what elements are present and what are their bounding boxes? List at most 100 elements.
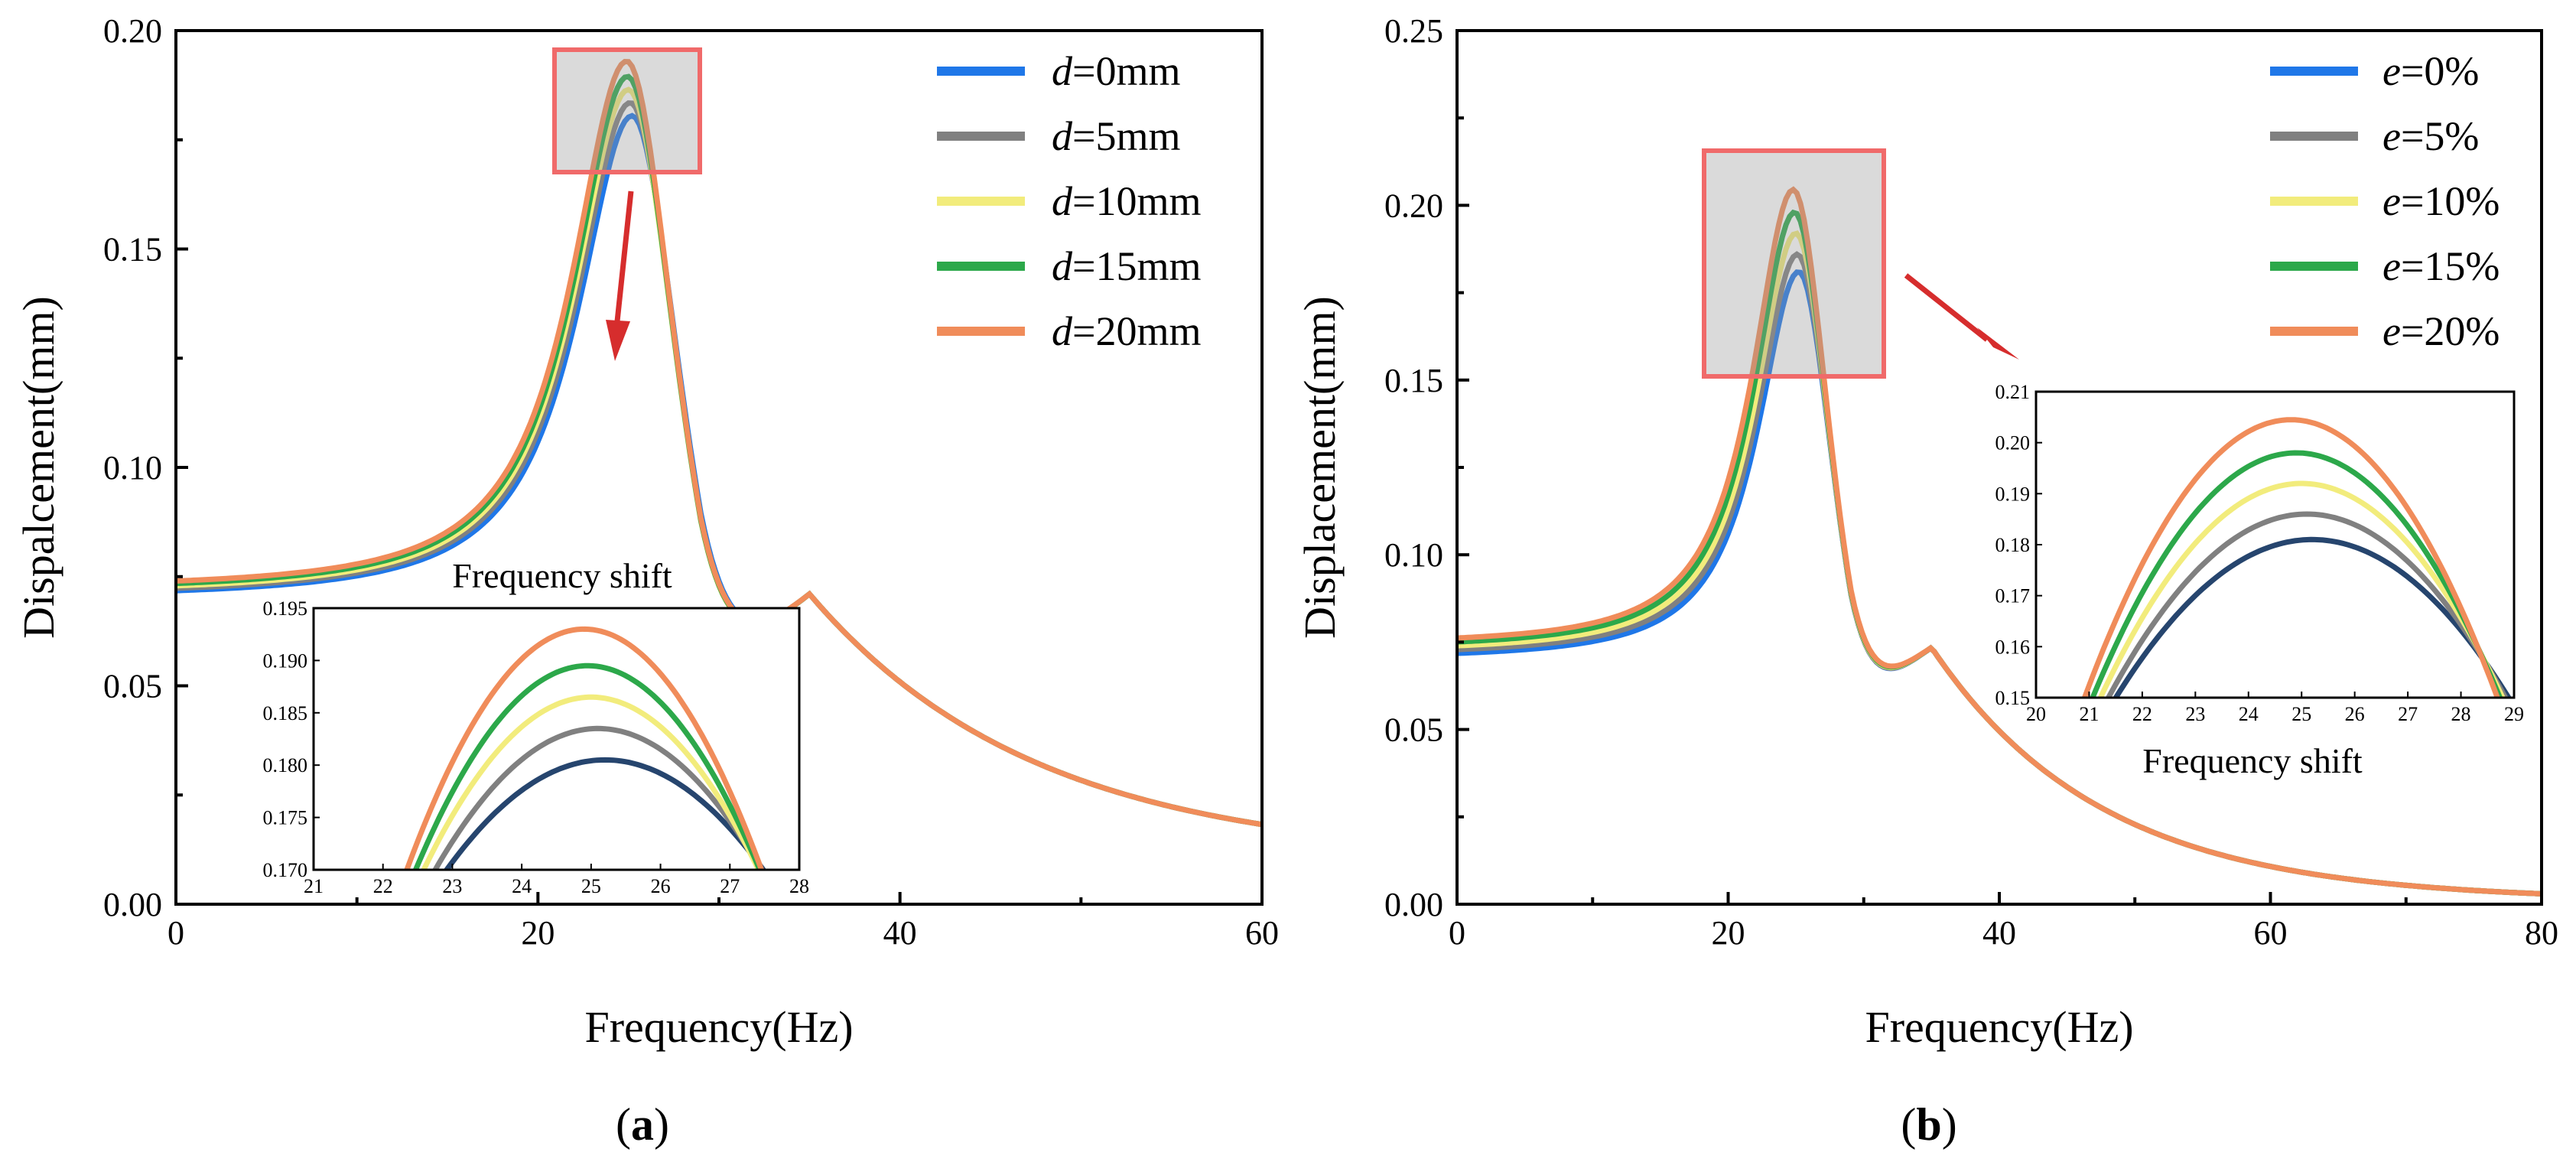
inset-series-line-e-20- xyxy=(2081,417,2500,698)
legend-label: d=15mm xyxy=(1052,243,1201,289)
inset-x-tick-label: 24 xyxy=(2239,703,2259,725)
series-line-d-20mm xyxy=(175,58,1263,828)
legend-entry: d=15mm xyxy=(937,243,1201,289)
panel-a-inset-curves xyxy=(404,626,767,870)
panel-b-inset-ticks: 20 21 22 23 24 25 26 27 28 29 0.15 0.16 0.17 0.18 0.19… xyxy=(1995,381,2525,725)
panel-a-label: (a) xyxy=(616,1099,669,1150)
legend-value: =15% xyxy=(2401,243,2500,289)
legend-value: =15mm xyxy=(1072,243,1201,289)
x-tick-label: 60 xyxy=(1245,914,1279,952)
inset-y-tick-label: 0.15 xyxy=(1995,687,2031,709)
panel-b-x-ticks: 0 20 40 60 80 xyxy=(1449,892,2558,952)
inset-series-line-d-15mm xyxy=(412,662,763,870)
panel-b-zoom-box xyxy=(1702,148,1886,379)
legend-entry: e=20% xyxy=(2270,308,2500,354)
panel-a-inset-title: Frequency shift xyxy=(452,556,672,595)
legend-label: e=5% xyxy=(2382,113,2479,159)
inset-x-tick-label: 20 xyxy=(2026,703,2046,725)
panel-a-zoom-box xyxy=(552,47,702,174)
inset-series-line-e-5- xyxy=(2105,511,2509,698)
legend-label: e=15% xyxy=(2382,243,2500,289)
y-tick-label: 0.15 xyxy=(103,231,162,269)
legend-entry: d=20mm xyxy=(937,308,1201,354)
legend-value: =20% xyxy=(2401,308,2500,354)
inset-x-tick-label: 27 xyxy=(2398,703,2418,725)
x-tick-label: 0 xyxy=(168,914,184,952)
inset-series-line-d-10mm xyxy=(421,694,762,870)
legend-entry: d=5mm xyxy=(937,113,1180,159)
legend-value: =0% xyxy=(2401,48,2479,94)
legend-var: d xyxy=(1052,243,1073,289)
panel-label-open: ( xyxy=(1901,1099,1916,1150)
panel-b-label: (b) xyxy=(1901,1099,1956,1150)
legend-var: e xyxy=(2382,48,2401,94)
legend-value: =0mm xyxy=(1072,48,1180,94)
y-tick-label: 0.05 xyxy=(103,668,162,705)
legend-var: d xyxy=(1052,113,1073,159)
panel-a-legend: d=0mm d=5mm d=10mm d=15mm d=20mm xyxy=(937,48,1201,354)
panel-a-y-axis-title: Dispalcement(mm) xyxy=(14,296,63,639)
panel-b-y-ticks: 0.00 0.05 0.10 0.15 0.20 0.25 xyxy=(1384,12,1469,923)
y-tick-label: 0.20 xyxy=(1384,187,1443,224)
inset-y-tick-label: 0.16 xyxy=(1995,636,2031,658)
x-tick-label: 20 xyxy=(1712,914,1745,952)
inset-x-tick-label: 25 xyxy=(581,875,601,897)
legend-var: e xyxy=(2382,243,2401,289)
inset-x-tick-label: 28 xyxy=(789,875,809,897)
x-tick-label: 40 xyxy=(1982,914,2016,952)
inset-series-line-d-0mm xyxy=(443,757,767,870)
inset-x-tick-label: 22 xyxy=(373,875,393,897)
panel-b-zoom-arrow-head xyxy=(1977,327,2019,360)
y-tick-label: 0.20 xyxy=(103,12,162,50)
series-line-e-20- xyxy=(1456,186,2542,897)
panel-b-x-axis-title: Frequency(Hz) xyxy=(1865,1002,2133,1052)
y-tick-label: 0.10 xyxy=(103,449,162,487)
panel-a-curves xyxy=(175,58,1263,828)
legend-label: e=20% xyxy=(2382,308,2500,354)
inset-x-tick-label: 29 xyxy=(2504,703,2524,725)
x-tick-label: 20 xyxy=(521,914,555,952)
inset-y-tick-label: 0.195 xyxy=(263,597,308,620)
legend-var: d xyxy=(1052,308,1073,354)
panel-label-letter: a xyxy=(631,1099,654,1150)
y-tick-label: 0.10 xyxy=(1384,536,1443,574)
legend-label: d=0mm xyxy=(1052,48,1180,94)
inset-x-tick-label: 23 xyxy=(2185,703,2205,725)
panel-a-plot-frame xyxy=(174,29,1264,906)
legend-entry: e=0% xyxy=(2270,48,2479,94)
panel-a-zoom-arrow-shaft xyxy=(614,190,634,322)
panel-label-close: ) xyxy=(654,1099,669,1150)
panel-label-open: ( xyxy=(616,1099,631,1150)
panel-label-close: ) xyxy=(1942,1099,1957,1150)
inset-y-tick-label: 0.180 xyxy=(263,754,308,776)
legend-label: e=0% xyxy=(2382,48,2479,94)
inset-series-line-e-0- xyxy=(2113,536,2513,698)
x-tick-label: 80 xyxy=(2525,914,2558,952)
legend-var: d xyxy=(1052,48,1073,94)
panel-b-inset-title: Frequency shift xyxy=(2142,741,2363,780)
inset-y-tick-label: 0.21 xyxy=(1995,381,2031,403)
panel-b-plot-frame xyxy=(1456,29,2543,906)
inset-y-tick-label: 0.170 xyxy=(263,859,308,881)
y-tick-label: 0.00 xyxy=(1384,886,1443,923)
inset-y-tick-label: 0.175 xyxy=(263,807,308,829)
y-tick-label: 0.25 xyxy=(1384,12,1443,50)
legend-entry: e=5% xyxy=(2270,113,2479,159)
panel-b-y-axis-title: Displacement(mm) xyxy=(1295,296,1345,639)
inset-x-tick-label: 24 xyxy=(512,875,532,897)
panel-b: 0 20 40 60 80 0.00 0.05 0.10 0.15 0.20 0.25 e=0% … xyxy=(1295,12,2558,1150)
legend-label: d=10mm xyxy=(1052,178,1201,224)
legend-entry: e=10% xyxy=(2270,178,2500,224)
legend-label: d=5mm xyxy=(1052,113,1180,159)
legend-value: =5% xyxy=(2401,113,2479,159)
inset-series-line-e-10- xyxy=(2097,480,2506,698)
legend-label: d=20mm xyxy=(1052,308,1201,354)
y-tick-label: 0.00 xyxy=(103,886,162,923)
inset-x-tick-label: 25 xyxy=(2291,703,2311,725)
y-tick-label: 0.15 xyxy=(1384,362,1443,399)
y-tick-label: 0.05 xyxy=(1384,711,1443,749)
panel-a-inset-frame xyxy=(312,607,801,871)
panel-label-letter: b xyxy=(1916,1099,1941,1150)
legend-var: e xyxy=(2382,178,2401,224)
